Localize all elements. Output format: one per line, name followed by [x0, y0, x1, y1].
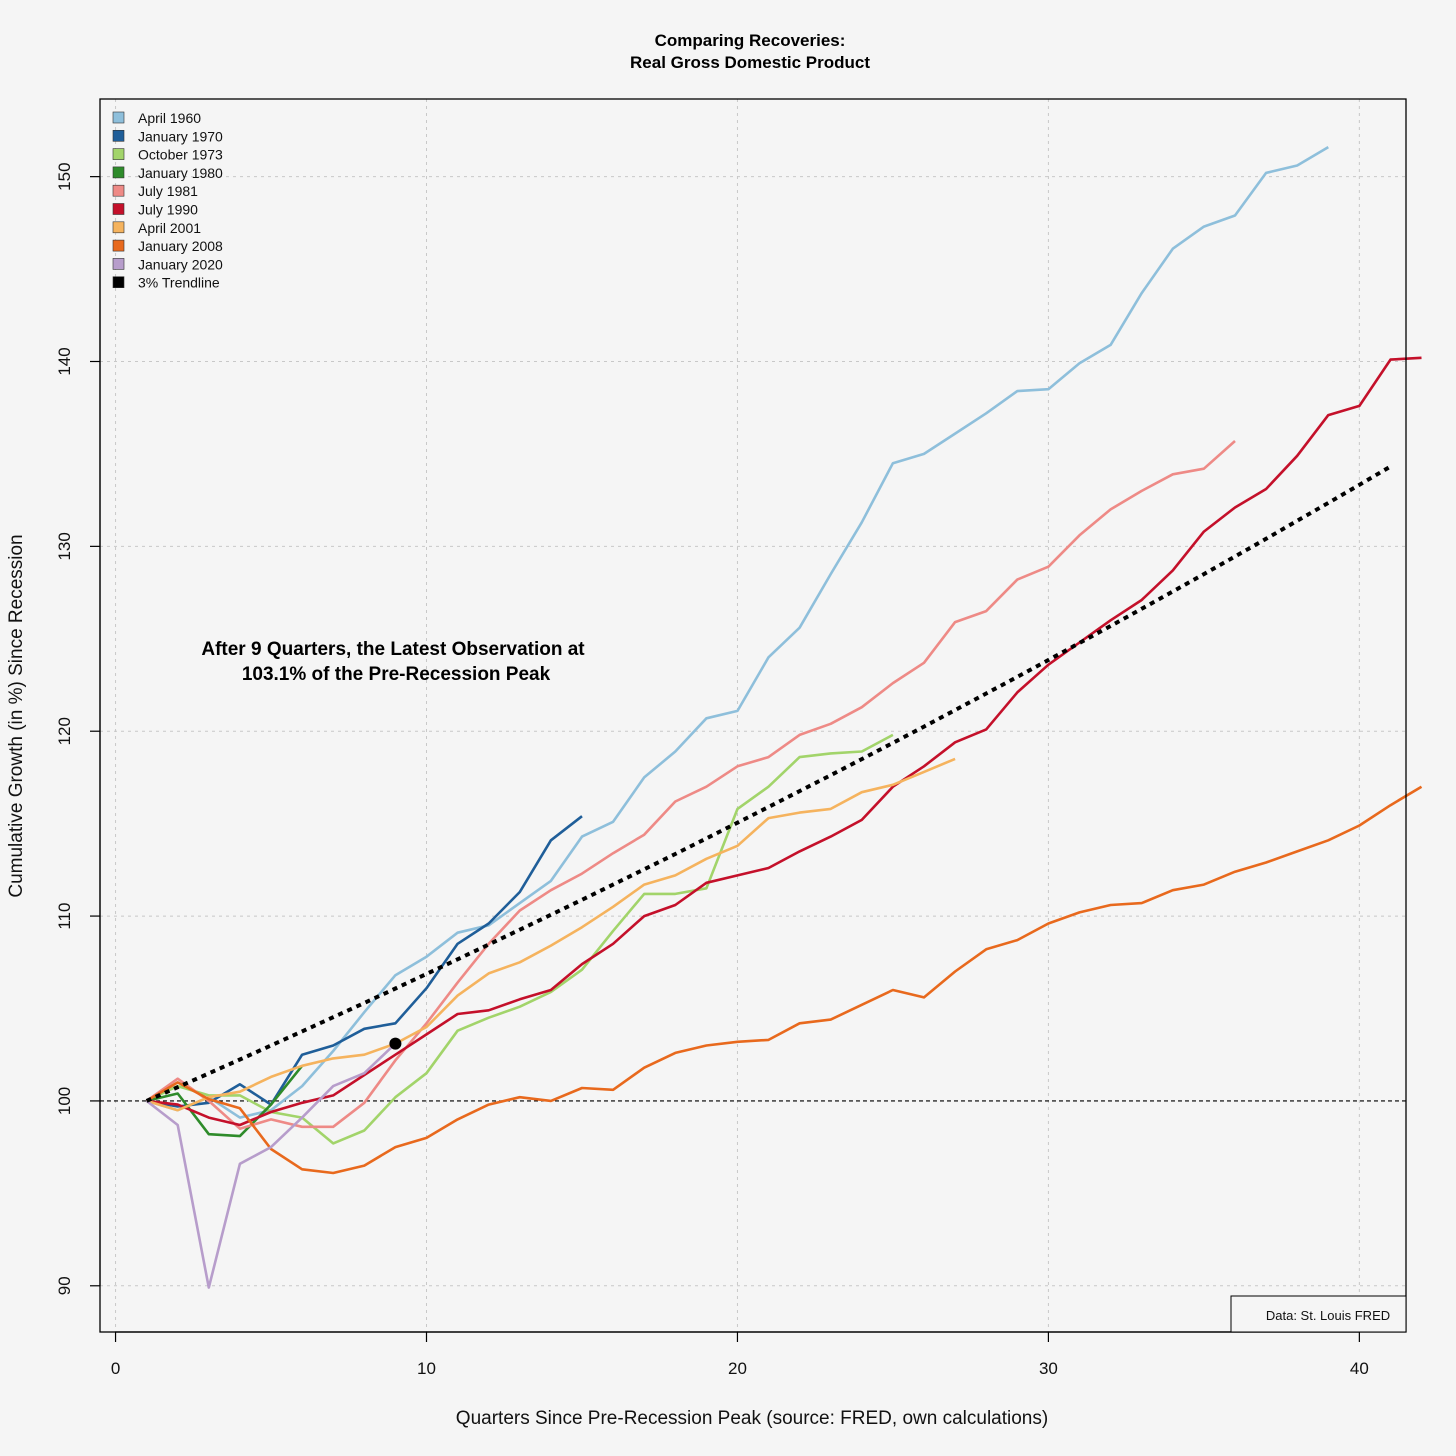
source-box: [1230, 1295, 1407, 1333]
y-tick-label: 140: [55, 347, 74, 375]
legend: April 1960 January 1970 October 1973 Januar…: [112, 110, 223, 291]
y-tick-label: 110: [55, 903, 74, 930]
legend-swatch: [112, 166, 125, 179]
y-tick-label: 120: [55, 717, 74, 745]
x-tick-label: 0: [111, 1359, 120, 1378]
y-tick-label: 150: [55, 162, 74, 190]
x-tick-label: 20: [728, 1359, 747, 1378]
series-line-6: [146, 757, 956, 1112]
legend-swatch: [112, 203, 125, 215]
x-tick-label: 30: [1039, 1359, 1058, 1378]
legend-label: January 2020: [138, 256, 223, 272]
legend-swatch: [112, 239, 125, 252]
series-line-3: [146, 1064, 304, 1138]
series-line-0: [146, 145, 1329, 1119]
annotation-line-2: 103.1% of the Pre-Recession Peak: [242, 664, 551, 685]
legend-label: October 1973: [138, 147, 223, 163]
legend-swatch: [112, 111, 125, 124]
x-axis-label: Quarters Since Pre-Recession Peak (sourc…: [456, 1408, 1048, 1429]
series-layer: [145, 145, 1423, 1289]
legend-label: January 2008: [138, 238, 223, 254]
legend-label: January 1980: [138, 165, 223, 181]
chart-title: Comparing Recoveries:: [655, 31, 846, 50]
y-axis-label: Cumulative Growth (in %) Since Recession: [6, 534, 27, 897]
x-tick-label: 10: [417, 1359, 436, 1378]
latest-observation-layer: [389, 1037, 402, 1050]
series-line-4: [145, 440, 1236, 1130]
legend-swatch: [112, 276, 125, 289]
series-line-7: [145, 785, 1423, 1175]
legend-label: July 1981: [138, 183, 198, 199]
legend-swatch: [112, 221, 125, 234]
legend-swatch: [112, 184, 125, 197]
annotation-line-1: After 9 Quarters, the Latest Observation…: [201, 639, 585, 660]
latest-observation-point: [389, 1037, 402, 1050]
legend-swatch: [112, 148, 125, 160]
y-tick-label: 130: [55, 532, 74, 560]
series-line-5: [146, 356, 1422, 1127]
chart-subtitle: Real Gross Domestic Product: [630, 53, 870, 72]
y-tick-label: 100: [55, 1087, 74, 1115]
legend-label: April 1960: [138, 110, 201, 126]
legend-swatch: [112, 130, 125, 142]
legend-label: 3% Trendline: [138, 275, 220, 291]
legend-label: January 1970: [138, 128, 223, 144]
y-tick-label: 90: [55, 1276, 74, 1295]
series-line-8: [145, 1042, 397, 1289]
legend-label: April 2001: [138, 220, 201, 236]
x-axis: 0 10 20 30 40: [111, 1331, 1369, 1378]
x-tick-label: 40: [1350, 1359, 1369, 1378]
source-note: Data: St. Louis FRED: [1266, 1308, 1390, 1323]
legend-swatch: [112, 258, 125, 270]
y-axis: 90 100 110 120 130 140 150: [55, 162, 101, 1295]
legend-label: July 1990: [138, 202, 198, 218]
